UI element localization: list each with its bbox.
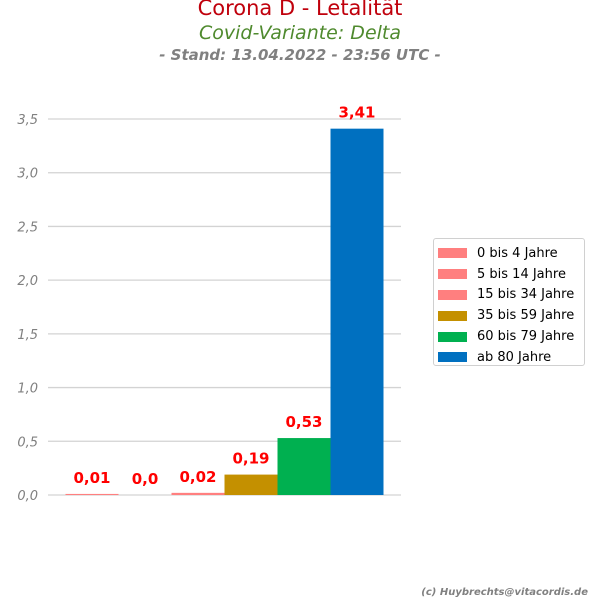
data-label: 0,01 [73,469,110,487]
legend-item: 35 bis 59 Jahre [438,305,584,326]
legend-swatch [438,289,467,300]
data-label: 0,0 [132,470,159,488]
data-label: 0,19 [232,450,269,468]
y-tick-label: 3,5 [17,113,38,128]
legend-swatch [438,269,467,280]
legend-swatch [438,248,467,259]
y-tick-label: 3,0 [17,167,38,182]
legend-label: 35 bis 59 Jahre [477,308,575,324]
chart-subtitle: Covid-Variante: Delta [198,22,402,44]
data-label: 3,41 [338,104,375,122]
legend-label: 60 bis 79 Jahre [477,329,575,345]
bar [330,128,384,495]
legend-label: 5 bis 14 Jahre [477,266,566,282]
legend: 0 bis 4 Jahre 5 bis 14 Jahre 15 bis 34 Jah… [433,238,585,366]
y-tick-label: 1,0 [17,382,38,397]
legend-item: 5 bis 14 Jahre [438,264,584,285]
y-tick-label: 2,5 [17,220,38,235]
legend-item: 60 bis 79 Jahre [438,326,584,347]
copyright-footer: (c) Huybrechts@vitacordis.de [421,587,588,598]
data-label: 0,53 [285,413,322,431]
legend-swatch [438,310,467,321]
y-tick-label: 2,0 [17,274,38,289]
y-tick-label: 0,0 [17,489,38,504]
legend-item: 0 bis 4 Jahre [438,243,584,264]
chart-title: Corona D - Letalität [197,0,403,20]
bar [277,438,331,495]
legend-swatch [438,331,467,342]
legend-label: 0 bis 4 Jahre [477,245,558,261]
legend-item: ab 80 Jahre [438,347,584,368]
y-tick-label: 1,5 [17,328,38,343]
data-label: 0,02 [179,468,216,486]
legend-swatch [438,352,467,363]
legend-label: ab 80 Jahre [477,349,552,365]
chart-timestamp: - Stand: 13.04.2022 - 23:56 UTC - [159,46,441,64]
y-tick-label: 0,5 [17,435,38,450]
bar [171,492,225,495]
legend-label: 15 bis 34 Jahre [477,287,575,303]
legend-item: 15 bis 34 Jahre [438,285,584,306]
bar [65,493,119,495]
bar [224,474,278,495]
